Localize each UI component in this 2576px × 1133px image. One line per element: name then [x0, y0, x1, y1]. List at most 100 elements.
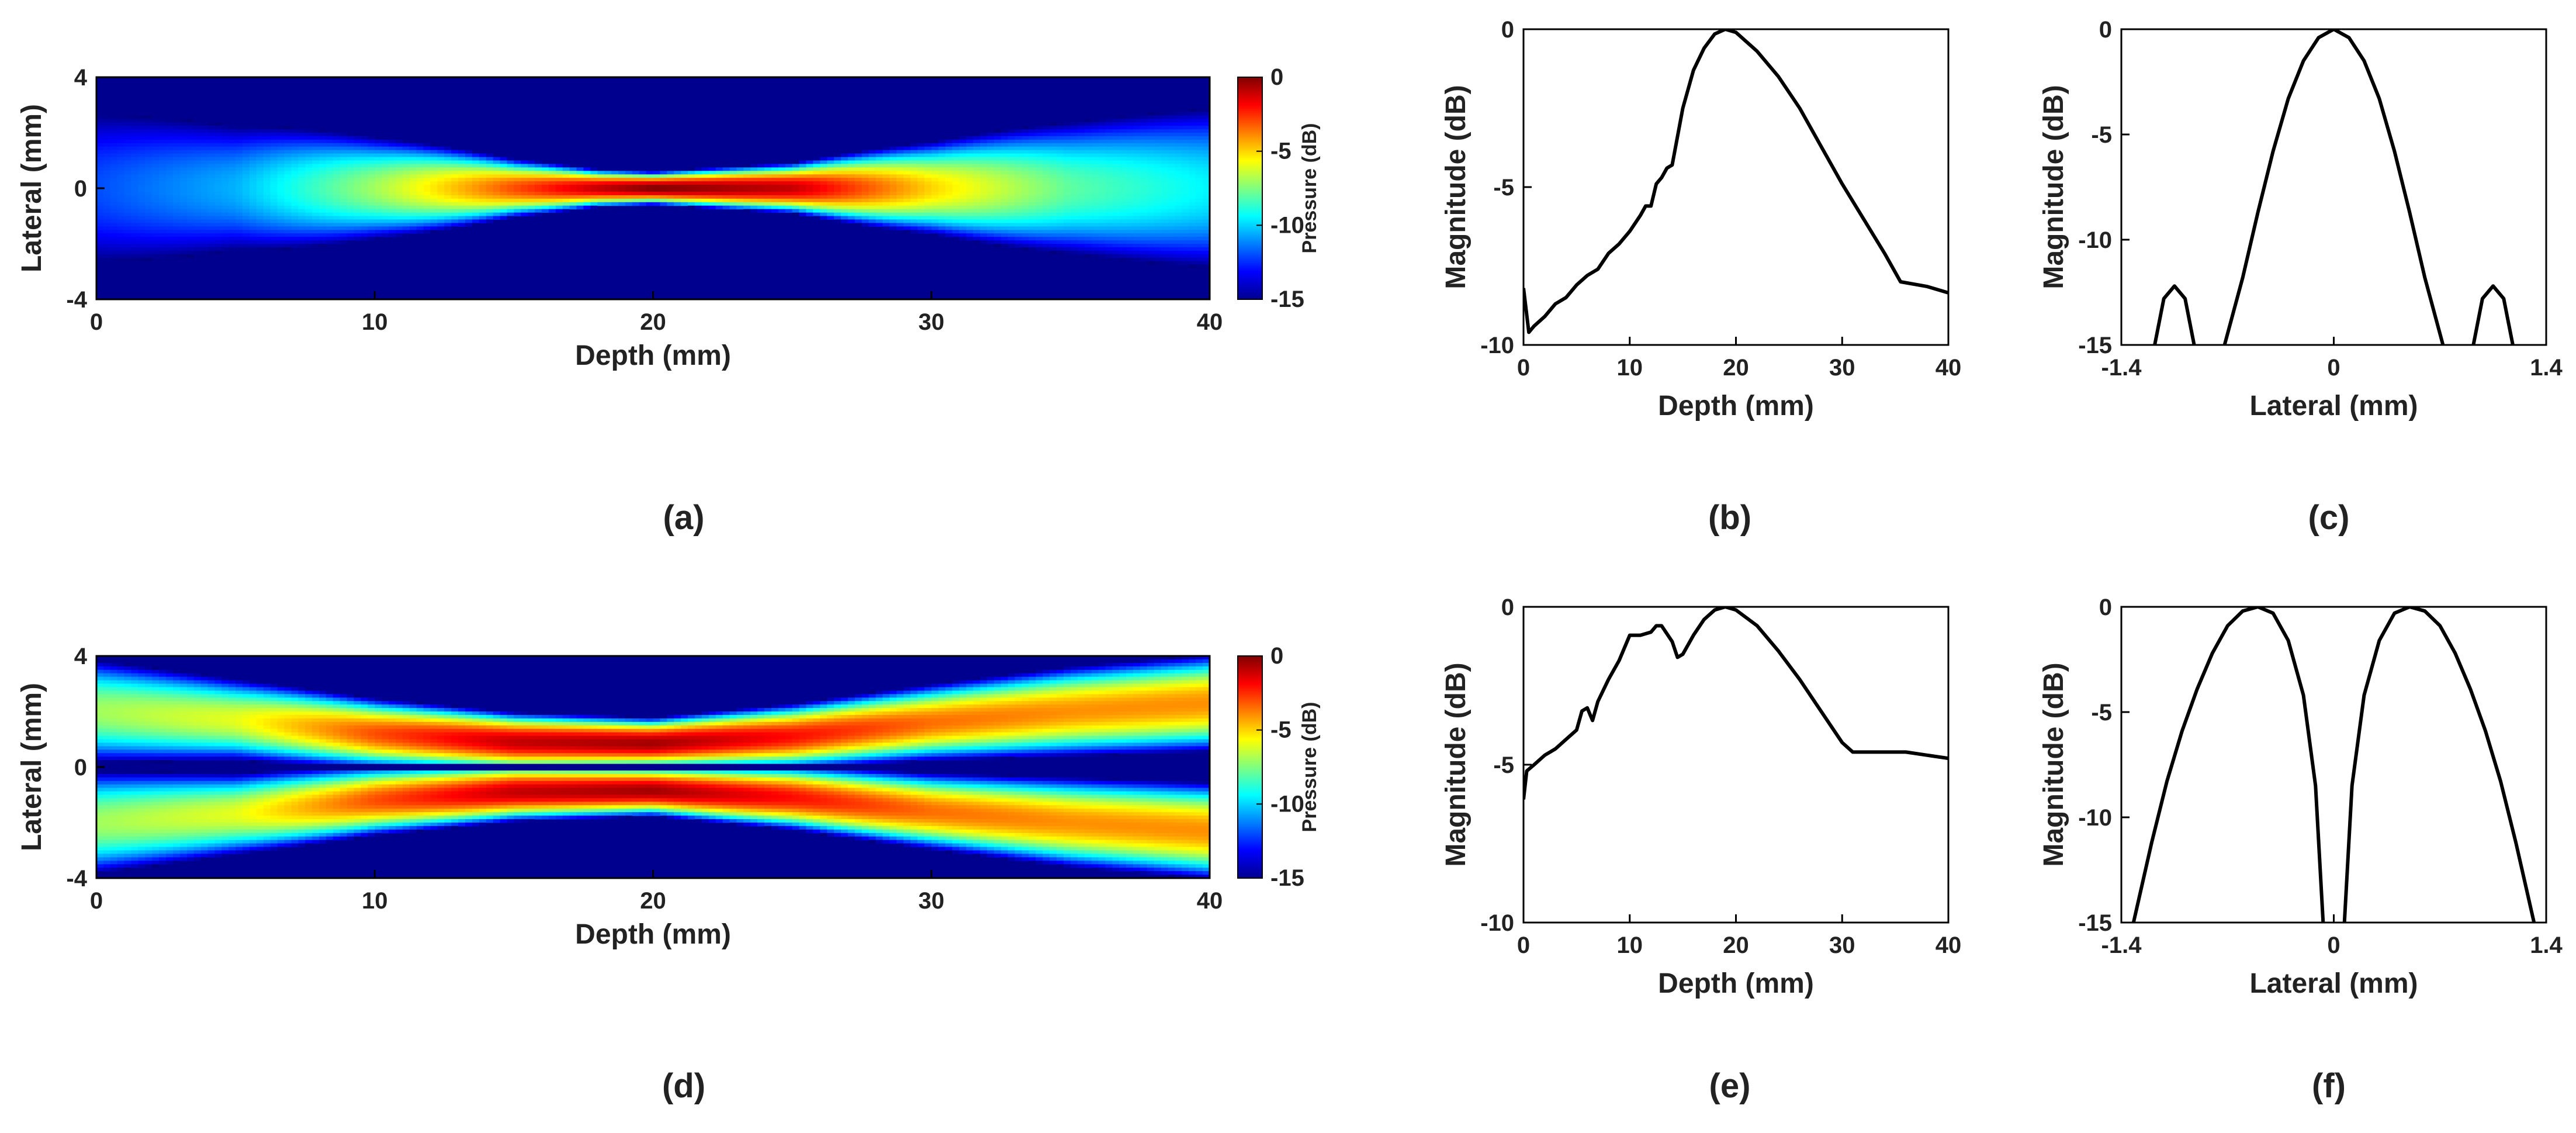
heatmap-cell: [444, 188, 452, 192]
heatmap-cell: [312, 185, 320, 189]
heatmap-cell: [117, 780, 125, 785]
heatmap-cell: [1091, 254, 1099, 258]
heatmap-cell: [1196, 257, 1203, 262]
heatmap-cell: [131, 825, 139, 830]
heatmap-cell: [124, 223, 132, 227]
heatmap-cell: [778, 167, 786, 171]
heatmap-cell: [834, 202, 842, 206]
heatmap-cell: [117, 237, 125, 241]
heatmap-cell: [193, 233, 202, 237]
heatmap-cell: [1050, 136, 1057, 140]
heatmap-cell: [917, 167, 925, 171]
heatmap-cell: [993, 136, 1002, 140]
heatmap-cell: [152, 181, 160, 185]
heatmap-cell: [1168, 195, 1176, 199]
heatmap-cell: [186, 198, 195, 203]
heatmap-cell: [193, 247, 202, 251]
heatmap-cell: [1182, 174, 1189, 178]
heatmap-cell: [514, 198, 521, 203]
heatmap-cell: [792, 195, 800, 199]
heatmap-cell: [103, 146, 111, 151]
heatmap-cell: [472, 160, 480, 164]
heatmap-cell: [179, 244, 188, 248]
heatmap-cell: [284, 174, 292, 178]
heatmap-cell: [924, 191, 932, 196]
heatmap-cell: [389, 230, 396, 234]
heatmap-cell: [298, 195, 306, 199]
heatmap-cell: [542, 209, 549, 213]
heatmap-cell: [207, 122, 215, 126]
heatmap-cell: [96, 205, 104, 210]
heatmap-cell: [1154, 181, 1162, 185]
heatmap-cell: [507, 167, 514, 171]
heatmap-cell: [980, 174, 988, 178]
heatmap-cell: [152, 742, 160, 747]
heatmap-cell: [987, 209, 995, 213]
heatmap-cell: [715, 181, 723, 185]
heatmap-cell: [236, 174, 243, 178]
heatmap-cell: [207, 202, 215, 206]
heatmap-cell: [945, 171, 953, 175]
heatmap-cell: [291, 216, 299, 220]
heatmap-cell: [889, 157, 897, 161]
heatmap-cell: [354, 171, 361, 175]
heatmap-cell: [138, 139, 146, 144]
heatmap-cell: [1126, 223, 1134, 227]
heatmap-cell: [396, 216, 403, 220]
heatmap-cell: [243, 164, 250, 168]
heatmap-cell: [507, 209, 514, 213]
heatmap-cell: [834, 181, 842, 185]
heatmap-cell: [166, 146, 174, 151]
heatmap-cell: [1112, 171, 1120, 175]
heatmap-cell: [987, 212, 995, 217]
heatmap-cell: [569, 185, 577, 189]
heatmap-cell: [145, 257, 153, 262]
heatmap-cell: [1161, 205, 1169, 210]
heatmap-cell: [548, 174, 556, 178]
heatmap-cell: [243, 146, 250, 151]
heatmap-cell: [200, 174, 209, 178]
heatmap-cell: [868, 202, 877, 206]
series-line-main-lobe: [2222, 29, 2445, 345]
heatmap-cell: [117, 787, 125, 792]
heatmap-cell: [263, 153, 271, 158]
heatmap-cell: [340, 233, 348, 237]
heatmap-cell: [214, 188, 222, 192]
heatmap-cell: [347, 153, 355, 158]
heatmap-cell: [179, 247, 188, 251]
heatmap-cell: [375, 164, 382, 168]
heatmap-cell: [1203, 126, 1210, 130]
heatmap-cell: [1203, 247, 1210, 251]
heatmap-cell: [806, 205, 813, 210]
heatmap-cell: [959, 157, 967, 161]
heatmap-cell: [277, 160, 285, 164]
heatmap-cell: [903, 202, 911, 206]
heatmap-cell: [959, 216, 967, 220]
heatmap-cell: [159, 237, 167, 241]
heatmap-cell: [214, 198, 222, 203]
heatmap-cell: [1189, 136, 1196, 140]
heatmap-cell: [827, 167, 835, 171]
heatmap-cell: [1050, 247, 1057, 251]
heatmap-cell: [639, 171, 647, 175]
heatmap-cell: [347, 205, 355, 210]
heatmap-cell: [1091, 136, 1099, 140]
heatmap-cell: [987, 153, 995, 158]
heatmap-cell: [347, 157, 355, 161]
heatmap-cell: [1112, 195, 1120, 199]
heatmap-cell: [507, 157, 514, 161]
heatmap-cell: [166, 212, 174, 217]
heatmap-cell: [966, 181, 974, 185]
heatmap-cell: [1161, 178, 1169, 182]
heatmap-cell: [625, 181, 633, 185]
heatmap-cell: [896, 226, 904, 230]
heatmap-cell: [221, 237, 229, 241]
heatmap-cell: [110, 209, 118, 213]
heatmap-cell: [263, 226, 271, 230]
heatmap-cell: [889, 178, 897, 182]
heatmap-cell: [1050, 244, 1057, 248]
heatmap-cell: [124, 240, 132, 244]
heatmap-cell: [1133, 150, 1141, 154]
heatmap-cell: [542, 174, 549, 178]
